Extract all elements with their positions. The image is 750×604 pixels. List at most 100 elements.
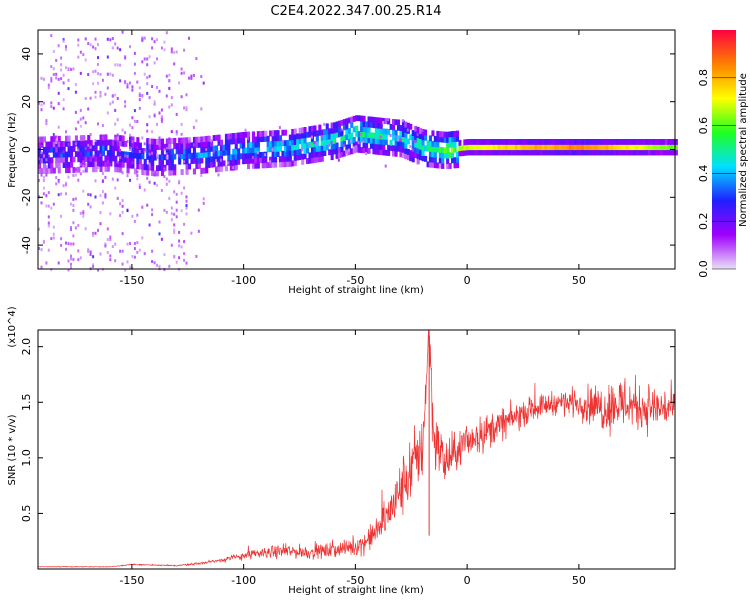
spectrogram-cell xyxy=(470,144,474,151)
spectrogram-cell xyxy=(175,143,179,149)
spectrogram-cell xyxy=(202,81,205,85)
snr-xtick-label: -50 xyxy=(346,574,364,587)
spectrogram-cell xyxy=(151,37,154,41)
spectrogram-cell xyxy=(70,262,72,266)
snr-frame xyxy=(37,329,676,570)
spectrogram-cell xyxy=(160,46,163,50)
spectrogram-cell xyxy=(173,169,177,176)
spectrogram-cell xyxy=(173,62,176,66)
spectrogram-cell xyxy=(367,132,371,138)
spectrogram-cell xyxy=(40,157,44,164)
spectrogram-cell xyxy=(566,139,570,145)
spectrogram-cell xyxy=(234,132,238,139)
spectrogram-cell xyxy=(500,139,504,145)
spectrogram-cell xyxy=(283,161,287,168)
spectrogram-cell xyxy=(168,154,172,160)
spectrogram-cell xyxy=(566,149,570,156)
spectrogram-cell xyxy=(94,90,97,94)
spectrogram-cell xyxy=(392,124,396,131)
spectrogram-cell xyxy=(143,169,147,176)
spectrogram-cell xyxy=(185,158,189,165)
spectrogram-cell xyxy=(212,135,216,141)
spectrogram-cell xyxy=(173,212,176,216)
spectrogram-cell xyxy=(247,142,251,149)
spectrogram-cell xyxy=(468,139,472,145)
spectrogram-cell xyxy=(109,155,113,162)
spectrogram-cell xyxy=(188,137,192,144)
spectrogram-cell xyxy=(478,139,482,145)
spectrogram-cell xyxy=(82,53,85,57)
spectrogram-cell xyxy=(131,255,134,258)
spectrogram-cell xyxy=(45,194,48,198)
spectrogram-cell xyxy=(185,137,189,144)
spectrogram-cell xyxy=(47,83,50,87)
spectrogram-cell xyxy=(170,212,173,216)
spectrogram-cell xyxy=(261,162,265,169)
spectrogram-cell xyxy=(574,144,578,151)
spectrogram-cell xyxy=(237,153,241,160)
spectrogram-ytick-label: -40 xyxy=(20,236,33,254)
spectrogram-cell xyxy=(298,133,302,139)
spectrogram-cell xyxy=(67,146,71,152)
spectrogram-cell xyxy=(67,242,70,246)
spectrogram-cell xyxy=(433,151,437,158)
spectrogram-cell xyxy=(419,138,423,145)
spectrogram-cell xyxy=(635,149,639,156)
spectrogram-cell xyxy=(392,134,396,141)
spectrogram-cell xyxy=(45,173,48,177)
spectrogram-cell xyxy=(87,145,91,152)
spectrogram-cell xyxy=(180,153,184,160)
spectrogram-cell xyxy=(404,126,408,133)
spectrogram-cell xyxy=(87,135,91,141)
spectrogram-cell xyxy=(129,136,133,143)
spectrogram-cell xyxy=(136,177,139,181)
spectrogram-cell xyxy=(539,144,543,151)
spectrogram-cell xyxy=(224,133,228,140)
spectrogram-cell xyxy=(70,254,72,258)
spectrogram-cell xyxy=(650,144,654,151)
spectrogram-cell xyxy=(74,83,77,87)
spectrogram-cell xyxy=(79,145,83,152)
spectrogram-cell xyxy=(657,149,661,156)
spectrogram-cell xyxy=(251,155,254,159)
spectrogram-cell xyxy=(229,159,233,166)
spectrogram-cell xyxy=(99,160,103,167)
spectrogram-cell xyxy=(485,149,489,156)
spectrogram-cell xyxy=(655,149,659,156)
spectrogram-cell xyxy=(333,132,337,139)
spectrogram-cell xyxy=(534,139,538,145)
spectrogram-cell xyxy=(515,139,519,145)
spectrogram-cell xyxy=(414,125,418,132)
spectrogram-cell xyxy=(524,144,528,151)
spectrogram-cell xyxy=(119,148,122,152)
spectrogram-cell xyxy=(175,215,178,219)
spectrogram-cell xyxy=(202,197,205,201)
spectrogram-cell xyxy=(65,162,69,168)
spectrogram-cell xyxy=(119,161,123,168)
spectrogram-cell xyxy=(532,149,536,156)
spectrogram-cell xyxy=(40,108,43,112)
spectrogram-cell xyxy=(392,150,396,157)
spectrogram-cell xyxy=(55,76,58,80)
spectrogram-cell xyxy=(308,126,312,133)
spectrogram-cell xyxy=(70,226,72,230)
spectrogram-cell xyxy=(82,156,86,162)
spectrogram-cell xyxy=(92,145,96,152)
spectrogram-cell xyxy=(197,152,201,159)
spectrogram-cell xyxy=(163,268,166,272)
spectrogram-cell xyxy=(60,68,63,72)
spectrogram-cell xyxy=(121,171,124,175)
spectrogram-cell xyxy=(409,145,412,148)
spectrogram-cell xyxy=(94,161,98,167)
spectrogram-cell xyxy=(411,151,415,157)
spectrogram-cell xyxy=(278,161,282,168)
spectrogram-cell xyxy=(207,135,211,142)
spectrogram-cell xyxy=(136,146,139,149)
spectrogram-cell xyxy=(310,125,314,132)
spectrogram-cell xyxy=(156,156,158,159)
spectrogram-cell xyxy=(264,136,268,142)
spectrogram-cell xyxy=(97,122,99,126)
spectrogram-cell xyxy=(487,144,491,151)
spectrogram-cell xyxy=(303,153,307,160)
spectrogram-cell xyxy=(124,131,127,135)
